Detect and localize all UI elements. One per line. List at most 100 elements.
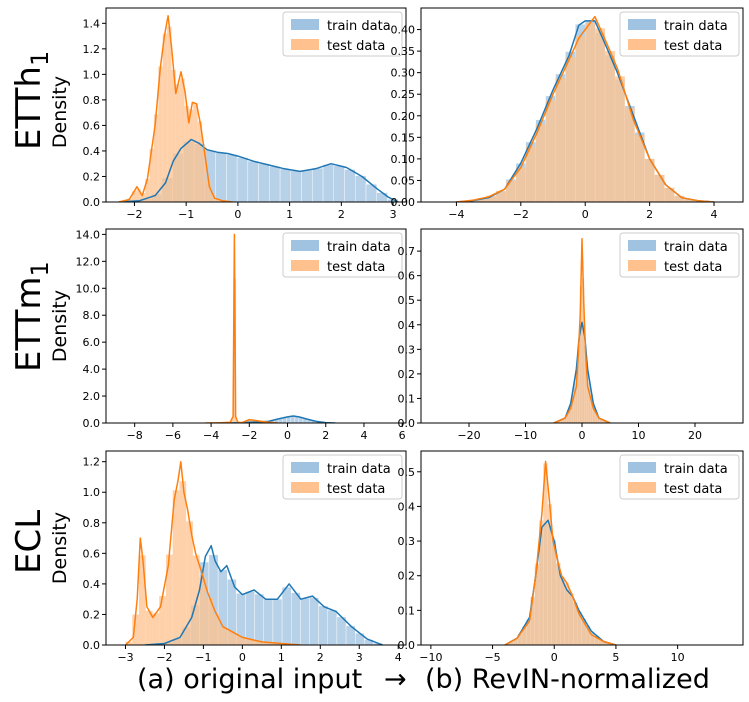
x-tick-label: 0	[582, 208, 589, 221]
histogram-bar-test	[267, 642, 274, 645]
x-tick-label: 1	[278, 651, 285, 664]
legend-label-test: test data	[327, 260, 385, 275]
histogram-bar-test	[684, 199, 695, 202]
y-tick-label: 0.7	[398, 245, 416, 258]
y-tick-label: 8.0	[83, 309, 101, 322]
histogram-bar-test	[539, 520, 544, 645]
kde-line-test	[456, 15, 715, 202]
x-tick-label: −20	[457, 429, 480, 442]
histogram-bar-test	[590, 635, 595, 645]
y-axis-label-ecl: Density	[49, 512, 71, 584]
y-tick-label: 0.4	[83, 145, 101, 158]
legend-label-test: test data	[327, 482, 385, 497]
histogram-bar-test	[213, 614, 220, 645]
y-tick-label: 1.0	[83, 486, 101, 499]
histogram-bar-test	[517, 634, 522, 645]
histogram-bar-test	[127, 198, 133, 202]
y-tick-label: 2.0	[83, 390, 101, 403]
histogram-bar-test	[240, 637, 247, 645]
histogram-bar-test	[547, 504, 552, 645]
histogram-bar-test	[167, 26, 172, 202]
histogram-bar-test	[564, 416, 567, 423]
kde-line-train	[230, 415, 336, 423]
histogram-bar-test	[136, 189, 141, 202]
histogram-bar-train	[263, 598, 274, 645]
histogram-bar-test	[555, 78, 566, 202]
histogram-bar-test	[575, 382, 578, 423]
x-tick-label: −8	[127, 429, 143, 442]
histogram-bar-test	[581, 622, 587, 645]
histogram-bar-test	[247, 419, 251, 423]
histogram-bar-test	[585, 22, 596, 202]
histogram-bar-test	[664, 187, 675, 202]
x-tick-label: −4	[448, 208, 464, 221]
histogram-bar-test	[132, 614, 139, 645]
histogram-bar-train	[322, 164, 334, 202]
histogram-bar-test	[521, 628, 527, 645]
y-tick-label: 0.20	[391, 110, 416, 123]
y-tick-label: 0.2	[83, 608, 101, 621]
legend-label-test: test data	[664, 39, 722, 54]
histogram-bar-test	[594, 637, 599, 645]
y-tick-label: 1.2	[83, 43, 101, 56]
legend-swatch-test	[291, 482, 319, 493]
legend-label-train: train data	[664, 462, 728, 477]
histogram-bar-test	[556, 563, 561, 645]
x-tick-label: 5	[612, 651, 619, 664]
legend-swatch-train	[291, 240, 319, 251]
histogram-bar-test	[233, 634, 241, 645]
y-tick-label: 0.0	[83, 417, 101, 430]
legend: train data test data	[619, 454, 740, 500]
histogram-bar-test	[598, 640, 604, 645]
kde-line-train	[144, 544, 383, 645]
y-axis-label-etth1: Density	[49, 76, 71, 148]
histogram-bar-test	[568, 592, 574, 645]
panel-etth1-revin: −4 −2 0 2 4 0.00 0.05 0.10 0.15 0.20 0.25 0.30 0.35 0…	[391, 7, 744, 221]
histogram-bar-test	[153, 114, 159, 202]
row-label-etth1: ETTh1 Density	[9, 51, 71, 150]
histogram-bar-test	[145, 179, 150, 202]
legend: train data test data	[282, 232, 403, 278]
legend-swatch-train	[291, 19, 319, 30]
histogram-bar-test	[165, 554, 173, 645]
legend-swatch-train	[628, 462, 656, 473]
caption-right: (b) RevIN-normalized	[425, 664, 710, 695]
caption-left: (a) original input	[137, 664, 362, 695]
x-tick-label: −4	[203, 429, 219, 442]
y-tick-label: 14.0	[76, 228, 101, 241]
y-tick-label: 0.0	[83, 639, 101, 652]
histogram-bar-test	[525, 146, 536, 202]
histogram-bar-train	[301, 170, 313, 202]
histogram-bar-test	[565, 56, 576, 202]
plot-frame	[105, 7, 407, 203]
x-tick-label: −3	[117, 651, 133, 664]
histogram-test	[504, 463, 616, 645]
x-tick-label: −5	[484, 651, 500, 664]
histogram-bar-test	[193, 103, 198, 202]
histogram-bar-test	[162, 33, 168, 202]
y-tick-label: 0.10	[391, 153, 416, 166]
histogram-test	[553, 278, 611, 423]
caption-arrow: →	[384, 664, 407, 695]
figure-caption: (a) original input → (b) RevIN-normalize…	[137, 664, 710, 695]
histogram-bar-test	[590, 402, 593, 423]
x-tick-label: 2	[646, 208, 653, 221]
histogram-bar-test	[571, 402, 574, 423]
x-tick-label: −10	[514, 429, 537, 442]
histogram-bar-train	[290, 170, 302, 202]
x-tick-label: 10	[631, 429, 645, 442]
histogram-bar-test	[605, 50, 615, 202]
y-tick-label: 0.2	[398, 368, 416, 381]
histogram-bar-test	[152, 613, 160, 645]
x-tick-label: 0	[551, 651, 558, 664]
histogram-bar-test	[582, 278, 585, 423]
x-tick-label: 0	[579, 429, 586, 442]
histogram-bar-test	[534, 563, 540, 645]
x-tick-label: −2	[241, 429, 257, 442]
x-tick-label: 4	[395, 651, 402, 664]
histogram-bar-test	[674, 195, 685, 202]
histogram-bar-train	[215, 152, 227, 202]
histogram-bar-test	[560, 576, 565, 645]
histogram-bar-test	[202, 150, 207, 202]
